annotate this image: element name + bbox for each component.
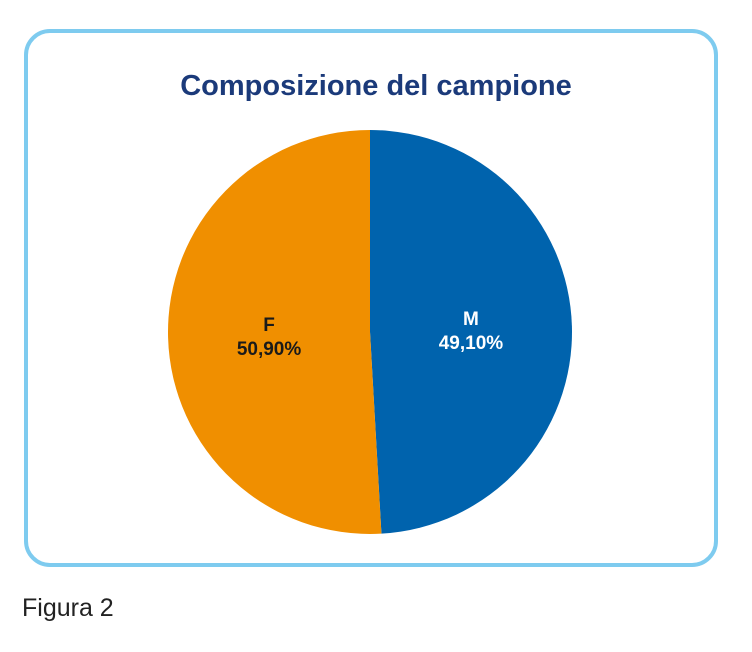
slice-value-m: 49,10%	[439, 333, 504, 354]
pie-slice-m	[370, 130, 572, 534]
slice-name-m: M	[463, 309, 479, 330]
slice-name-f: F	[263, 315, 275, 336]
slice-value-f: 50,90%	[237, 339, 302, 360]
figure-caption: Figura 2	[22, 594, 114, 622]
chart-title: Composizione del campione	[180, 70, 572, 102]
pie-slice-f	[167, 130, 382, 534]
